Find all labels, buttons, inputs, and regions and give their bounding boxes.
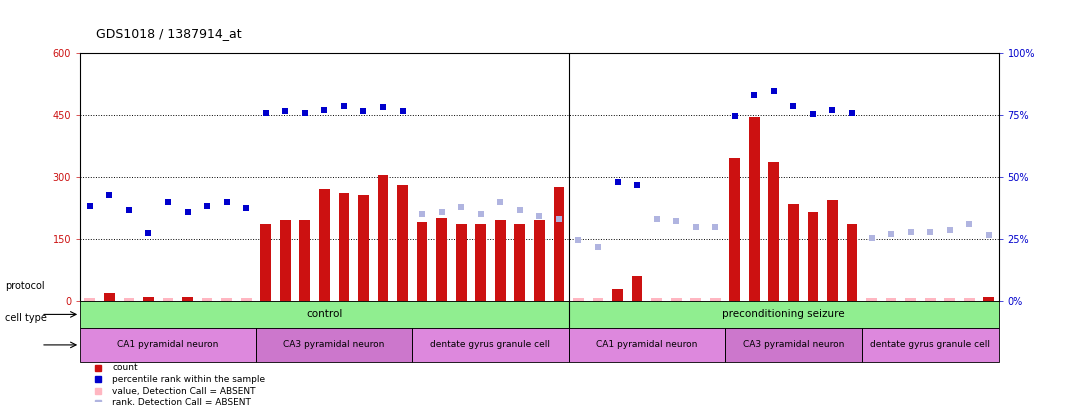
Bar xyxy=(862,328,999,362)
Bar xyxy=(671,298,681,301)
Bar xyxy=(80,328,256,362)
Bar xyxy=(221,298,232,301)
Bar xyxy=(906,298,916,301)
Bar xyxy=(827,200,837,301)
Bar xyxy=(885,298,896,301)
Text: CA3 pyramidal neuron: CA3 pyramidal neuron xyxy=(283,341,384,350)
Bar xyxy=(847,224,858,301)
Bar xyxy=(412,328,568,362)
Text: value, Detection Call = ABSENT: value, Detection Call = ABSENT xyxy=(112,387,255,396)
Bar xyxy=(515,224,525,301)
Bar xyxy=(729,158,740,301)
Bar xyxy=(925,298,936,301)
Bar xyxy=(807,212,818,301)
Bar xyxy=(143,297,154,301)
Bar xyxy=(769,162,780,301)
Text: CA3 pyramidal neuron: CA3 pyramidal neuron xyxy=(742,341,844,350)
Bar xyxy=(417,222,427,301)
Text: preconditioning seizure: preconditioning seizure xyxy=(722,309,845,320)
Text: rank, Detection Call = ABSENT: rank, Detection Call = ABSENT xyxy=(112,399,251,405)
Bar xyxy=(80,301,568,328)
Bar xyxy=(612,288,623,301)
Text: count: count xyxy=(112,363,138,372)
Text: percentile rank within the sample: percentile rank within the sample xyxy=(112,375,265,384)
Bar xyxy=(202,298,213,301)
Bar xyxy=(651,298,662,301)
Bar xyxy=(568,301,999,328)
Bar xyxy=(319,189,330,301)
Bar xyxy=(710,298,721,301)
Bar xyxy=(241,298,252,301)
Bar xyxy=(162,298,173,301)
Text: control: control xyxy=(307,309,343,320)
Bar xyxy=(944,298,955,301)
Bar xyxy=(788,204,799,301)
Bar xyxy=(984,297,994,301)
Bar xyxy=(553,187,564,301)
Bar xyxy=(593,298,603,301)
Bar xyxy=(534,220,545,301)
Bar xyxy=(124,298,135,301)
Bar xyxy=(183,297,193,301)
Bar xyxy=(574,298,584,301)
Bar xyxy=(436,218,447,301)
Bar xyxy=(104,294,114,301)
Text: cell type: cell type xyxy=(5,313,47,323)
Text: dentate gyrus granule cell: dentate gyrus granule cell xyxy=(870,341,990,350)
Bar xyxy=(339,193,349,301)
Bar xyxy=(866,298,877,301)
Text: dentate gyrus granule cell: dentate gyrus granule cell xyxy=(430,341,550,350)
Text: GDS1018 / 1387914_at: GDS1018 / 1387914_at xyxy=(96,28,241,40)
Bar xyxy=(378,175,389,301)
Bar xyxy=(256,328,412,362)
Bar xyxy=(749,117,759,301)
Bar xyxy=(84,298,95,301)
Text: protocol: protocol xyxy=(5,281,45,290)
Bar xyxy=(631,276,643,301)
Bar xyxy=(456,224,467,301)
Bar xyxy=(725,328,862,362)
Text: CA1 pyramidal neuron: CA1 pyramidal neuron xyxy=(596,341,697,350)
Bar xyxy=(568,328,725,362)
Bar xyxy=(358,195,368,301)
Bar xyxy=(475,224,486,301)
Bar xyxy=(299,220,310,301)
Bar xyxy=(690,298,701,301)
Text: CA1 pyramidal neuron: CA1 pyramidal neuron xyxy=(117,341,219,350)
Bar xyxy=(397,185,408,301)
Bar xyxy=(494,220,505,301)
Bar xyxy=(964,298,975,301)
Bar xyxy=(261,224,271,301)
Bar xyxy=(280,220,290,301)
